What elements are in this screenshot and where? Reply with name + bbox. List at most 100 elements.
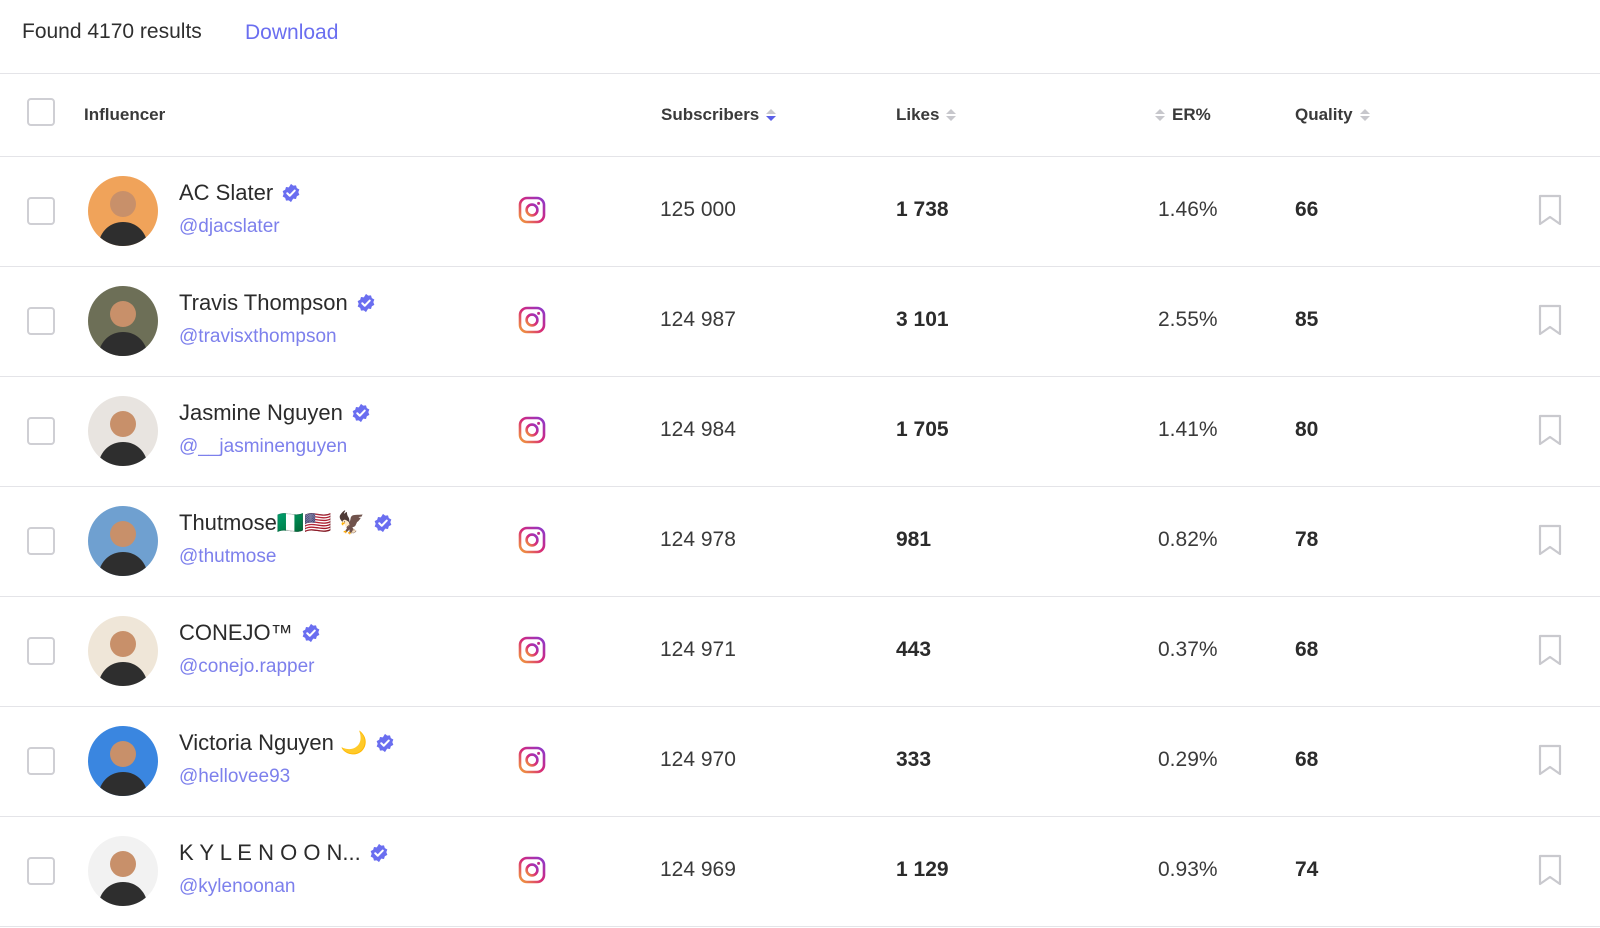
- table-row[interactable]: K Y L E N O O N... @kylenoonan 124 969 1 12…: [0, 816, 1600, 927]
- table-row[interactable]: Thutmose🇳🇬🇺🇸 🦅 @thutmose 124 978 981 0.82% 78: [0, 486, 1600, 597]
- row-checkbox[interactable]: [27, 857, 55, 885]
- bookmark-icon[interactable]: [1537, 854, 1563, 886]
- subscribers-value: 124 984: [660, 418, 736, 441]
- verified-badge-icon: [352, 403, 370, 423]
- table-row[interactable]: AC Slater @djacslater 125 000 1 738 1.46% 66: [0, 156, 1600, 267]
- instagram-icon[interactable]: [518, 526, 546, 554]
- column-er-label: ER%: [1172, 105, 1211, 124]
- influencer-handle[interactable]: @thutmose: [179, 546, 277, 567]
- influencer-name[interactable]: K Y L E N O O N...: [179, 840, 389, 866]
- verified-badge-icon: [302, 623, 320, 643]
- likes-value: 3 101: [896, 308, 949, 331]
- influencer-name[interactable]: Thutmose🇳🇬🇺🇸 🦅: [179, 510, 393, 536]
- subscribers-value: 124 970: [660, 748, 736, 771]
- avatar[interactable]: [88, 176, 158, 246]
- subscribers-value: 124 987: [660, 308, 736, 331]
- column-likes[interactable]: Likes: [896, 105, 957, 125]
- row-checkbox[interactable]: [27, 197, 55, 225]
- column-subscribers-label: Subscribers: [661, 105, 760, 124]
- column-er[interactable]: ER%: [1155, 105, 1211, 125]
- sort-icon: [766, 109, 777, 121]
- quality-value: 74: [1295, 858, 1319, 881]
- quality-value: 85: [1295, 308, 1319, 331]
- subscribers-value: 124 971: [660, 638, 736, 661]
- influencer-handle[interactable]: @conejo.rapper: [179, 656, 315, 677]
- bookmark-icon[interactable]: [1537, 634, 1563, 666]
- bookmark-icon[interactable]: [1537, 194, 1563, 226]
- column-influencer-label: Influencer: [84, 105, 166, 124]
- avatar[interactable]: [88, 616, 158, 686]
- bookmark-icon[interactable]: [1537, 304, 1563, 336]
- column-subscribers[interactable]: Subscribers: [661, 105, 777, 125]
- avatar[interactable]: [88, 836, 158, 906]
- sort-icon: [1155, 109, 1165, 121]
- influencer-name-text: Thutmose🇳🇬🇺🇸 🦅: [179, 510, 366, 535]
- select-all-checkbox[interactable]: [27, 98, 55, 126]
- avatar[interactable]: [88, 396, 158, 466]
- er-value: 1.41%: [1158, 418, 1218, 441]
- influencer-name-text: Victoria Nguyen 🌙: [179, 730, 368, 755]
- influencer-handle[interactable]: @travisxthompson: [179, 326, 337, 347]
- influencer-name-text: K Y L E N O O N...: [179, 840, 361, 865]
- likes-value: 981: [896, 528, 932, 551]
- influencer-handle[interactable]: @hellovee93: [179, 766, 291, 787]
- quality-value: 78: [1295, 528, 1319, 551]
- instagram-icon[interactable]: [518, 196, 546, 224]
- subscribers-value: 125 000: [660, 198, 736, 221]
- avatar[interactable]: [88, 506, 158, 576]
- column-quality[interactable]: Quality: [1295, 105, 1370, 125]
- verified-badge-icon: [370, 843, 388, 863]
- likes-value: 443: [896, 638, 932, 661]
- er-value: 0.93%: [1158, 858, 1218, 881]
- influencer-name-text: AC Slater: [179, 180, 274, 205]
- bookmark-icon[interactable]: [1537, 744, 1563, 776]
- verified-badge-icon: [282, 183, 300, 203]
- avatar[interactable]: [88, 286, 158, 356]
- column-quality-label: Quality: [1295, 105, 1353, 124]
- likes-value: 1 738: [896, 198, 949, 221]
- table-row[interactable]: CONEJO™ @conejo.rapper 124 971 443 0.37% 68: [0, 596, 1600, 707]
- influencer-name[interactable]: Jasmine Nguyen: [179, 400, 371, 426]
- instagram-icon[interactable]: [518, 636, 546, 664]
- column-likes-label: Likes: [896, 105, 940, 124]
- instagram-icon[interactable]: [518, 306, 546, 334]
- sort-icon: [946, 109, 957, 121]
- quality-value: 68: [1295, 748, 1319, 771]
- bookmark-icon[interactable]: [1537, 414, 1563, 446]
- instagram-icon[interactable]: [518, 416, 546, 444]
- avatar[interactable]: [88, 726, 158, 796]
- row-checkbox[interactable]: [27, 417, 55, 445]
- row-checkbox[interactable]: [27, 307, 55, 335]
- row-checkbox[interactable]: [27, 527, 55, 555]
- table-row[interactable]: Victoria Nguyen 🌙 @hellovee93 124 970 333 0.…: [0, 706, 1600, 817]
- bookmark-icon[interactable]: [1537, 524, 1563, 556]
- er-value: 0.29%: [1158, 748, 1218, 771]
- influencer-name[interactable]: Travis Thompson: [179, 290, 376, 316]
- download-link[interactable]: Download: [245, 21, 339, 44]
- influencer-name[interactable]: CONEJO™: [179, 620, 321, 646]
- verified-badge-icon: [377, 733, 394, 753]
- table-header: Influencer Subscribers Likes ER% Quality: [0, 74, 1600, 157]
- results-bar: Found 4170 results Download: [0, 0, 1600, 74]
- table-row[interactable]: Jasmine Nguyen @__jasminenguyen 124 984 1 7…: [0, 376, 1600, 487]
- influencer-name-text: Jasmine Nguyen: [179, 400, 343, 425]
- column-influencer: Influencer: [84, 105, 165, 125]
- influencer-handle[interactable]: @djacslater: [179, 216, 280, 237]
- influencer-name[interactable]: Victoria Nguyen 🌙: [179, 730, 395, 756]
- instagram-icon[interactable]: [518, 746, 546, 774]
- verified-badge-icon: [374, 513, 392, 533]
- row-checkbox[interactable]: [27, 747, 55, 775]
- influencer-name[interactable]: AC Slater: [179, 180, 301, 206]
- instagram-icon[interactable]: [518, 856, 546, 884]
- er-value: 2.55%: [1158, 308, 1218, 331]
- likes-value: 1 129: [896, 858, 949, 881]
- influencer-handle[interactable]: @kylenoonan: [179, 876, 296, 897]
- influencer-handle[interactable]: @__jasminenguyen: [179, 436, 348, 457]
- likes-value: 333: [896, 748, 932, 771]
- table-row[interactable]: Travis Thompson @travisxthompson 124 987 3 …: [0, 266, 1600, 377]
- row-checkbox[interactable]: [27, 637, 55, 665]
- influencer-name-text: Travis Thompson: [179, 290, 348, 315]
- er-value: 0.82%: [1158, 528, 1218, 551]
- likes-value: 1 705: [896, 418, 949, 441]
- influencer-name-text: CONEJO™: [179, 620, 293, 645]
